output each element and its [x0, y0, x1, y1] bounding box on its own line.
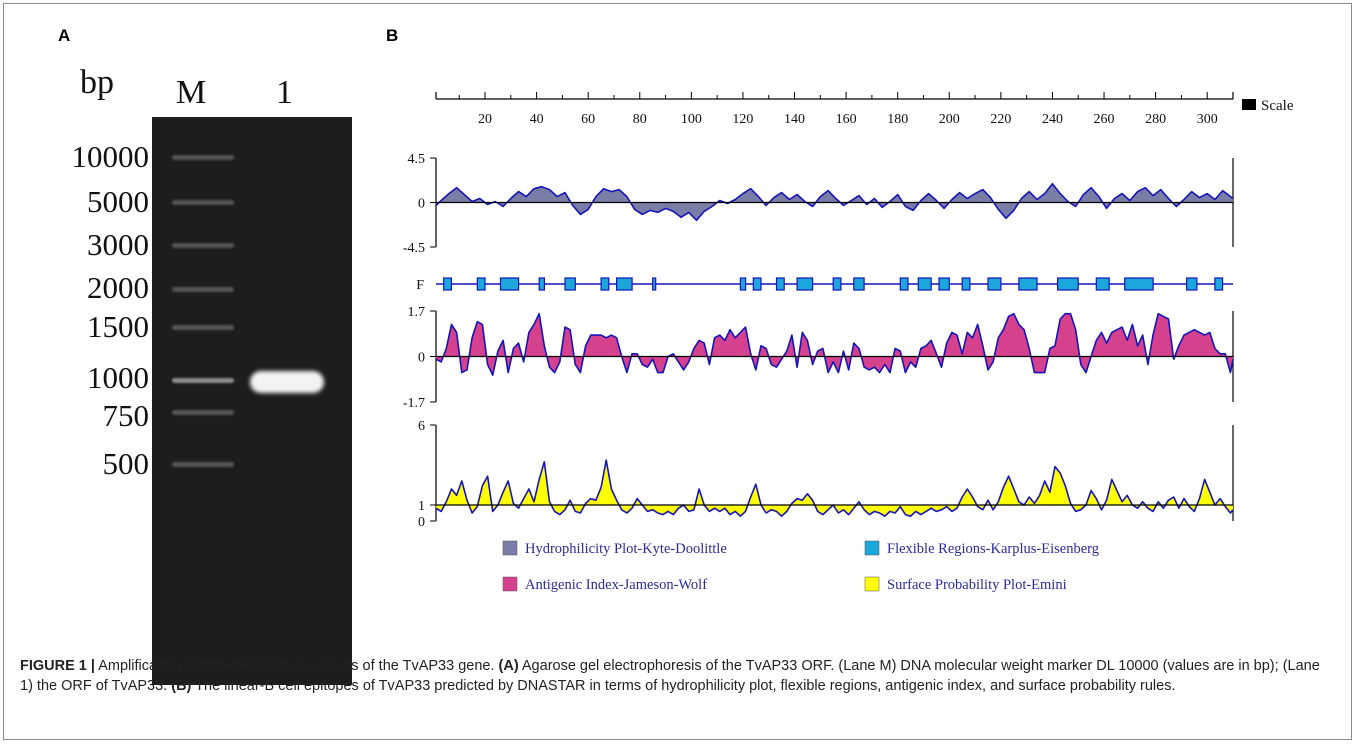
track-2-ytick-label: 0 — [418, 351, 425, 366]
marker-size-label: 5000 — [87, 184, 149, 219]
flexible-region — [1056, 277, 1079, 291]
legend-label: Surface Probability Plot-Emini — [887, 577, 1067, 593]
scale-tick-label: 240 — [1042, 112, 1063, 127]
flexible-region — [1214, 277, 1224, 291]
flexible-region — [1124, 277, 1154, 291]
track-0-ytick-label: -4.5 — [403, 241, 425, 256]
legend-swatch — [864, 576, 880, 592]
marker-band — [172, 462, 234, 467]
scale-tick-label: 40 — [530, 112, 544, 127]
flexible-region — [739, 277, 747, 291]
flexible-region — [652, 277, 657, 291]
flexible-region — [796, 277, 814, 291]
marker-size-label: 1500 — [87, 309, 149, 344]
figure-frame — [3, 3, 1352, 740]
legend-label: Antigenic Index-Jameson-Wolf — [525, 577, 707, 593]
scale-tick-label: 200 — [939, 112, 960, 127]
marker-size-label: 750 — [102, 398, 150, 433]
flexible-region — [564, 277, 576, 291]
legend-swatch — [864, 540, 880, 556]
scale-tick-label: 280 — [1145, 112, 1166, 127]
scale-tick-label: 300 — [1197, 112, 1218, 127]
scale-tick-label: 20 — [478, 112, 492, 127]
caption-intro: Amplification and bioinformatics analysi… — [98, 658, 495, 674]
flexible-region — [775, 277, 785, 291]
marker-band — [172, 200, 234, 205]
legend-label: Flexible Regions-Karplus-Eisenberg — [887, 541, 1099, 557]
flexible-region — [938, 277, 950, 291]
scale-tick-label: 160 — [836, 112, 857, 127]
lane-label-m: M — [176, 74, 207, 111]
panel-label-a: A — [58, 26, 71, 45]
marker-band — [172, 378, 234, 383]
flexible-region — [615, 277, 633, 291]
flexible-region — [752, 277, 762, 291]
flexible-region — [1018, 277, 1038, 291]
legend-swatch — [502, 576, 518, 592]
flexible-region — [987, 277, 1002, 291]
track-2-ytick-label: -1.7 — [403, 396, 425, 411]
flexible-region — [832, 277, 842, 291]
marker-band — [172, 325, 234, 330]
marker-band — [172, 243, 234, 248]
flexible-region — [1185, 277, 1198, 291]
track-0-ytick-label: 4.5 — [408, 152, 426, 167]
panel-label-b: B — [386, 26, 399, 45]
marker-size-label: 500 — [102, 446, 150, 481]
flexible-region — [443, 277, 453, 291]
flexible-region — [538, 277, 546, 291]
marker-band — [172, 287, 234, 292]
caption-b-text: The linear-B cell epitopes of TvAP33 pre… — [195, 678, 1176, 694]
marker-band — [172, 410, 234, 415]
marker-size-label: 1000 — [87, 360, 149, 395]
epitope-prediction-chart: 20 40 60 80 100 120 140 160 180 200 220 240 260 280 30… — [403, 92, 1294, 593]
flexible-region — [1095, 277, 1110, 291]
scale-tick-label: 260 — [1094, 112, 1115, 127]
marker-band — [172, 155, 234, 160]
track-3-ytick-label: 1 — [418, 499, 425, 514]
track-0-ytick-label: 0 — [418, 197, 425, 212]
agarose-gel-image — [152, 117, 352, 685]
track-3-ytick-label: 6 — [418, 419, 425, 434]
marker-size-label: 3000 — [87, 227, 149, 262]
flexible-region — [600, 277, 610, 291]
scale-tick-label: 180 — [887, 112, 908, 127]
sample-band-lane-1 — [250, 371, 324, 393]
track-2-ytick-label: 1.7 — [408, 305, 426, 320]
caption-a-text: Agarose gel electrophoresis of the TvAP3… — [20, 658, 1320, 694]
scale-tick-label: 140 — [784, 112, 805, 127]
caption-b-label: (B) — [171, 678, 192, 694]
scale-key-label: Scale — [1261, 98, 1294, 114]
track-2-line — [435, 312, 1234, 376]
marker-size-label: 10000 — [71, 139, 150, 174]
scale-tick-label: 120 — [732, 112, 753, 127]
caption-figure-label: FIGURE 1 | — [20, 658, 95, 674]
gel-unit-label: bp — [80, 64, 114, 101]
flexible-region — [961, 277, 971, 291]
flexible-region — [499, 277, 520, 291]
flexible-region — [853, 277, 865, 291]
scale-tick-label: 100 — [681, 112, 702, 127]
track-0-line — [435, 182, 1234, 222]
scale-tick-label: 60 — [581, 112, 595, 127]
legend-swatch — [502, 540, 518, 556]
flexible-region — [476, 277, 486, 291]
scale-tick-label: 220 — [990, 112, 1011, 127]
scale-tick-label: 80 — [633, 112, 647, 127]
lane-label-1: 1 — [276, 74, 293, 111]
legend-label: Hydrophilicity Plot-Kyte-Doolittle — [525, 541, 727, 557]
flexible-region — [899, 277, 909, 291]
track-3-line — [435, 459, 1234, 517]
marker-size-label: 2000 — [87, 270, 149, 305]
flexible-track-label: F — [416, 278, 424, 293]
track-2-area — [436, 313, 1233, 376]
figure-caption: FIGURE 1 | Amplification and bioinformat… — [20, 656, 1335, 696]
caption-a-label: (A) — [498, 658, 519, 674]
scale-key-swatch — [1242, 99, 1256, 110]
track-3-ytick-label: 0 — [418, 515, 425, 530]
flexible-region — [917, 277, 932, 291]
